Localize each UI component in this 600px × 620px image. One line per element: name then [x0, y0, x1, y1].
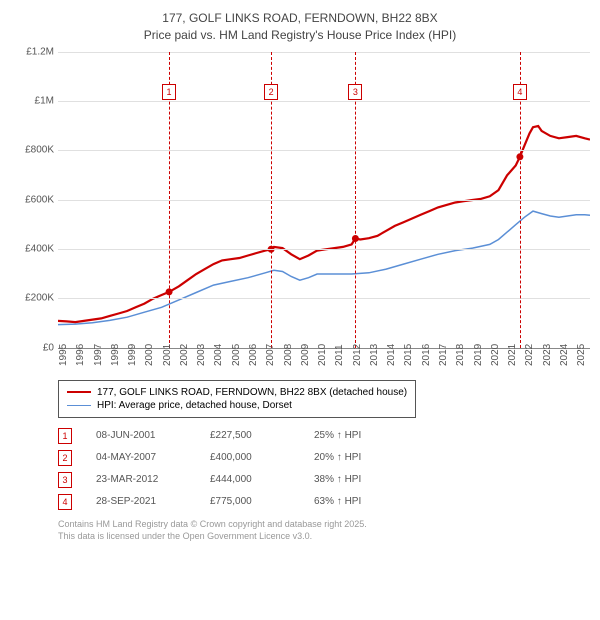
chart-title: 177, GOLF LINKS ROAD, FERNDOWN, BH22 8BX…	[10, 10, 590, 44]
footer-line-1: Contains HM Land Registry data © Crown c…	[58, 518, 590, 531]
y-tick-label: £800K	[25, 145, 54, 156]
event-table-row: 1 08-JUN-2001 £227,500 25% ↑ HPI	[58, 428, 590, 444]
plot-inner: 1 2 3 4	[58, 52, 590, 348]
y-tick-label: £400K	[25, 243, 54, 254]
event-table-pct: 63% ↑ HPI	[314, 496, 394, 507]
gridline	[58, 249, 590, 250]
legend-label: 177, GOLF LINKS ROAD, FERNDOWN, BH22 8BX…	[97, 387, 407, 398]
gridline	[58, 298, 590, 299]
event-table-date: 08-JUN-2001	[96, 430, 186, 441]
y-tick-label: £0	[43, 342, 54, 353]
event-table-row: 4 28-SEP-2021 £775,000 63% ↑ HPI	[58, 494, 590, 510]
event-table-price: £400,000	[210, 452, 290, 463]
gridline	[58, 150, 590, 151]
event-table-num: 1	[58, 428, 72, 444]
legend-row: HPI: Average price, detached house, Dors…	[67, 400, 407, 411]
y-tick-label: £600K	[25, 194, 54, 205]
event-table-date: 28-SEP-2021	[96, 496, 186, 507]
event-marker-box: 4	[513, 84, 527, 100]
event-table-num: 4	[58, 494, 72, 510]
event-table-price: £227,500	[210, 430, 290, 441]
title-line-1: 177, GOLF LINKS ROAD, FERNDOWN, BH22 8BX	[10, 10, 590, 27]
y-tick-label: £1.2M	[26, 46, 54, 57]
event-table-num: 2	[58, 450, 72, 466]
legend-label: HPI: Average price, detached house, Dors…	[97, 400, 292, 411]
plot-area: £0£200K£400K£600K£800K£1M£1.2M 1234 1995…	[30, 52, 590, 372]
event-marker-box: 2	[264, 84, 278, 100]
event-table-row: 3 23-MAR-2012 £444,000 38% ↑ HPI	[58, 472, 590, 488]
legend-swatch	[67, 391, 91, 393]
event-table-num: 3	[58, 472, 72, 488]
y-tick-label: £1M	[35, 95, 54, 106]
x-tick-label: 2025	[576, 343, 598, 365]
event-table-row: 2 04-MAY-2007 £400,000 20% ↑ HPI	[58, 450, 590, 466]
event-table-price: £775,000	[210, 496, 290, 507]
gridline	[58, 101, 590, 102]
legend: 177, GOLF LINKS ROAD, FERNDOWN, BH22 8BX…	[58, 380, 416, 418]
event-marker-box: 3	[348, 84, 362, 100]
chart-container: 177, GOLF LINKS ROAD, FERNDOWN, BH22 8BX…	[10, 10, 590, 543]
footer-note: Contains HM Land Registry data © Crown c…	[58, 518, 590, 543]
event-table: 1 08-JUN-2001 £227,500 25% ↑ HPI 2 04-MAY-200…	[58, 428, 590, 510]
gridline	[58, 200, 590, 201]
gridline	[58, 52, 590, 53]
event-table-pct: 20% ↑ HPI	[314, 452, 394, 463]
event-table-date: 04-MAY-2007	[96, 452, 186, 463]
legend-row: 177, GOLF LINKS ROAD, FERNDOWN, BH22 8BX…	[67, 387, 407, 398]
legend-swatch	[67, 405, 91, 406]
footer-line-2: This data is licensed under the Open Gov…	[58, 530, 590, 543]
series-line	[58, 126, 590, 322]
event-table-date: 23-MAR-2012	[96, 474, 186, 485]
y-tick-label: £200K	[25, 293, 54, 304]
title-line-2: Price paid vs. HM Land Registry's House …	[10, 27, 590, 44]
event-table-price: £444,000	[210, 474, 290, 485]
event-table-pct: 25% ↑ HPI	[314, 430, 394, 441]
event-marker-box: 1	[162, 84, 176, 100]
event-table-pct: 38% ↑ HPI	[314, 474, 394, 485]
